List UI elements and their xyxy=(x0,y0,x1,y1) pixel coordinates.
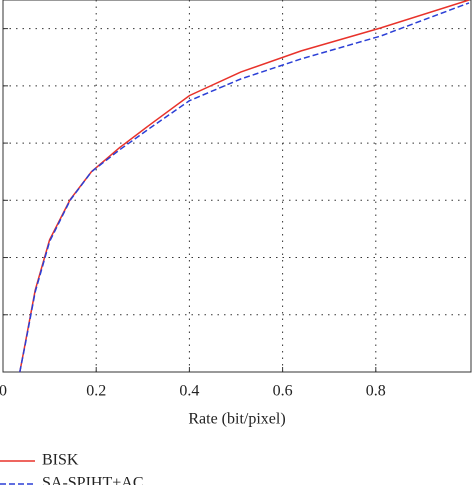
x-tick-label: 0.2 xyxy=(86,383,106,400)
x-tick-label: 0 xyxy=(0,383,7,400)
series-line xyxy=(19,0,470,373)
plot-frame xyxy=(2,0,472,373)
legend-label: BISK xyxy=(42,452,79,469)
x-tick-label: 0.8 xyxy=(366,383,386,400)
x-tick-label: 0.4 xyxy=(179,383,199,400)
x-tick-label: 0.6 xyxy=(273,383,293,400)
series-line xyxy=(19,2,470,373)
legend-label: SA-SPIHT+AC xyxy=(42,475,143,485)
x-axis-label: Rate (bit/pixel) xyxy=(188,411,285,428)
